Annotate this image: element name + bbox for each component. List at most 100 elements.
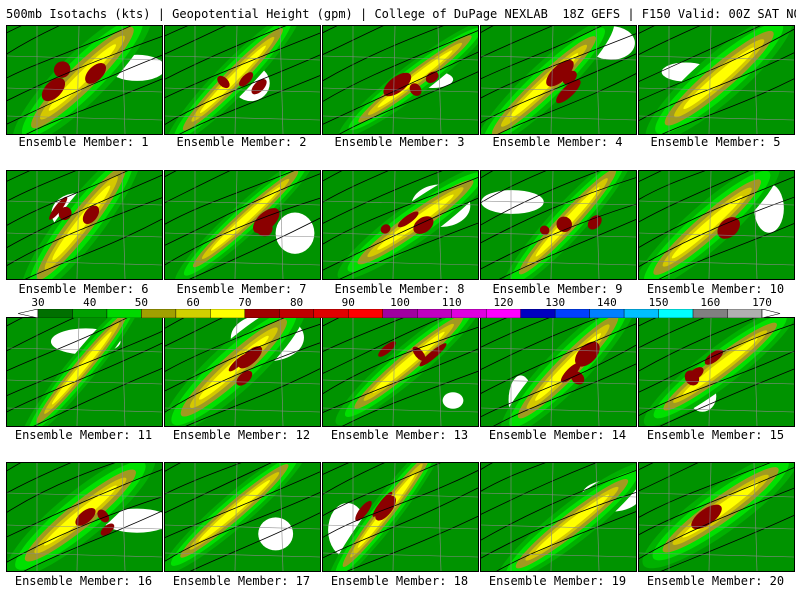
isotach-map (639, 171, 794, 279)
isotach-map (323, 318, 478, 426)
height-contour (165, 171, 231, 203)
height-contour (481, 344, 636, 418)
state-border (7, 492, 162, 498)
height-contour (165, 26, 226, 55)
color-scale-swatch (72, 309, 108, 318)
isotach-band (51, 331, 112, 405)
height-contour (24, 218, 162, 279)
color-scale-swatch (348, 309, 383, 318)
height-contour (323, 348, 478, 413)
height-contour (639, 171, 750, 223)
state-border (323, 492, 478, 498)
jet-max-core (217, 75, 230, 89)
isotach-map (323, 463, 478, 571)
state-border (753, 171, 758, 279)
height-contour (165, 318, 223, 347)
state-border (639, 347, 794, 353)
height-contour (639, 171, 662, 182)
state-border (121, 318, 126, 426)
state-border (595, 318, 600, 426)
height-contour (323, 171, 343, 182)
height-contour (7, 26, 60, 55)
height-contour (165, 318, 185, 329)
color-scale-swatch (451, 309, 487, 318)
map-header: 500mb Isotachs (kts) | Geopotential Heig… (6, 6, 796, 22)
state-border (639, 379, 794, 385)
state-border (481, 260, 636, 266)
jet-max-core (419, 343, 447, 367)
ensemble-member-label: Ensemble Member: 20 (646, 574, 785, 588)
height-contour (323, 26, 338, 34)
state-border (7, 260, 162, 266)
jet-max-core (355, 500, 372, 522)
state-border (481, 200, 636, 206)
isotach-map (639, 26, 794, 134)
state-border (481, 232, 636, 238)
isotach-band (372, 331, 445, 393)
state-border (437, 318, 442, 426)
height-contour (165, 26, 287, 80)
jet-max-core (560, 362, 581, 383)
height-contour (659, 368, 794, 426)
height-contour (481, 318, 507, 330)
ensemble-member-panel (322, 462, 479, 572)
ensemble-member-label: Ensemble Member: 16 (14, 574, 153, 588)
ensemble-member-label: Ensemble Member: 9 (492, 282, 623, 296)
height-contour (25, 78, 162, 134)
jet-max-core (691, 504, 722, 530)
height-contour (639, 323, 794, 393)
height-contour (346, 515, 478, 571)
state-border (481, 115, 636, 121)
state-border (708, 318, 712, 426)
height-contour (497, 73, 636, 134)
ensemble-member-label: Ensemble Member: 19 (488, 574, 627, 588)
ensemble-member-label: Ensemble Member: 7 (176, 282, 307, 296)
jet-max-core (704, 349, 724, 365)
height-contour (165, 463, 242, 495)
state-border (595, 171, 600, 279)
height-contour (165, 471, 320, 539)
height-contour (323, 176, 478, 245)
color-scale-swatch (589, 309, 625, 318)
color-scale-tick-label: 120 (493, 296, 514, 309)
state-border (323, 115, 478, 121)
state-border (234, 318, 238, 426)
color-scale-swatch (37, 309, 73, 318)
ensemble-member-label: Ensemble Member: 5 (650, 135, 781, 149)
height-contour (639, 467, 794, 536)
state-border (392, 26, 396, 134)
height-contour (165, 463, 272, 514)
height-contour (639, 487, 794, 560)
state-border (323, 260, 478, 266)
state-border (437, 463, 442, 571)
height-contour (7, 463, 21, 472)
color-scale-tick-label: 40 (83, 296, 97, 309)
ensemble-member-label: Ensemble Member: 18 (330, 574, 469, 588)
ensemble-member-label: Ensemble Member: 12 (172, 428, 311, 442)
height-contour (481, 26, 553, 58)
height-contour (189, 512, 320, 571)
ensemble-member-panel (164, 170, 321, 280)
state-border (595, 26, 600, 134)
jet-max-core (383, 72, 412, 97)
state-border (323, 524, 478, 530)
ensemble-member-panel (6, 317, 163, 427)
height-contour (639, 171, 706, 200)
state-border (323, 552, 478, 558)
color-scale-swatch (175, 309, 211, 318)
state-border (481, 87, 636, 93)
height-contour (165, 342, 320, 413)
height-contour (660, 514, 794, 571)
isotach-map (165, 463, 320, 571)
height-contour (481, 26, 603, 80)
ensemble-member-panel (480, 25, 637, 135)
state-border (481, 347, 636, 353)
height-contour (189, 217, 320, 279)
ensemble-member-panel (480, 462, 637, 572)
color-scale-swatch (210, 309, 246, 318)
state-border (7, 200, 162, 206)
height-contour (185, 368, 320, 426)
ensemble-member-label: Ensemble Member: 4 (492, 135, 623, 149)
height-contour (481, 318, 550, 348)
state-border (7, 55, 162, 61)
